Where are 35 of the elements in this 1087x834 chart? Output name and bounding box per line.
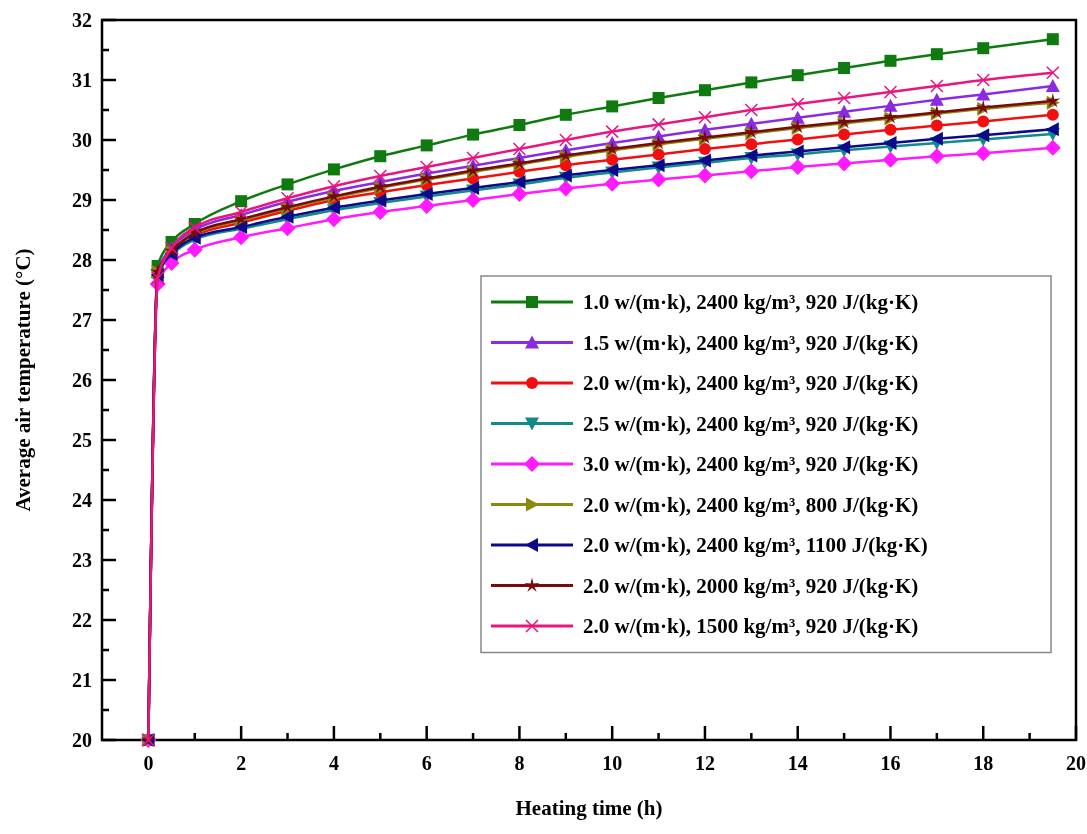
legend-label: 2.0 w/(m·k), 2400 kg/m³, 1100 J/(kg·K): [583, 533, 928, 558]
x-tick-label: 12: [694, 752, 715, 774]
x-tick-label: 20: [1066, 752, 1086, 774]
legend-label: 1.0 w/(m·k), 2400 kg/m³, 920 J/(kg·K): [583, 290, 919, 315]
legend-label: 3.0 w/(m·k), 2400 kg/m³, 920 J/(kg·K): [583, 452, 919, 477]
y-axis-title: Average air temperature (°C): [11, 248, 35, 512]
x-tick-label: 4: [328, 752, 339, 774]
legend-label: 2.5 w/(m·k), 2400 kg/m³, 920 J/(kg·K): [583, 411, 919, 436]
y-tick-label: 30: [72, 129, 92, 151]
x-tick-label: 0: [143, 752, 154, 774]
y-tick-label: 22: [72, 609, 92, 631]
x-tick-label: 6: [421, 752, 432, 774]
x-tick-label: 16: [880, 752, 901, 774]
y-tick-label: 28: [72, 249, 92, 271]
y-tick-label: 29: [72, 189, 92, 211]
x-tick-label: 10: [602, 752, 623, 774]
legend-label: 2.0 w/(m·k), 2400 kg/m³, 800 J/(kg·K): [583, 492, 919, 517]
legend-label: 2.0 w/(m·k), 1500 kg/m³, 920 J/(kg·K): [583, 614, 919, 639]
x-tick-label: 2: [236, 752, 247, 774]
x-axis-title: Heating time (h): [515, 796, 663, 820]
legend-label: 2.0 w/(m·k), 2400 kg/m³, 920 J/(kg·K): [583, 371, 919, 396]
y-tick-label: 21: [72, 669, 92, 691]
x-tick-label: 8: [514, 752, 525, 774]
y-tick-label: 31: [72, 69, 92, 91]
y-tick-label: 26: [72, 369, 92, 391]
x-tick-label: 14: [787, 752, 808, 774]
y-tick-label: 27: [72, 309, 92, 331]
legend-label: 1.5 w/(m·k), 2400 kg/m³, 920 J/(kg·K): [583, 330, 919, 355]
legend-label: 2.0 w/(m·k), 2000 kg/m³, 920 J/(kg·K): [583, 573, 919, 598]
x-tick-label: 18: [973, 752, 994, 774]
y-tick-label: 20: [72, 729, 92, 751]
y-tick-label: 23: [72, 549, 92, 571]
y-tick-label: 32: [72, 9, 92, 31]
y-tick-label: 24: [72, 489, 92, 511]
y-tick-label: 25: [72, 429, 92, 451]
